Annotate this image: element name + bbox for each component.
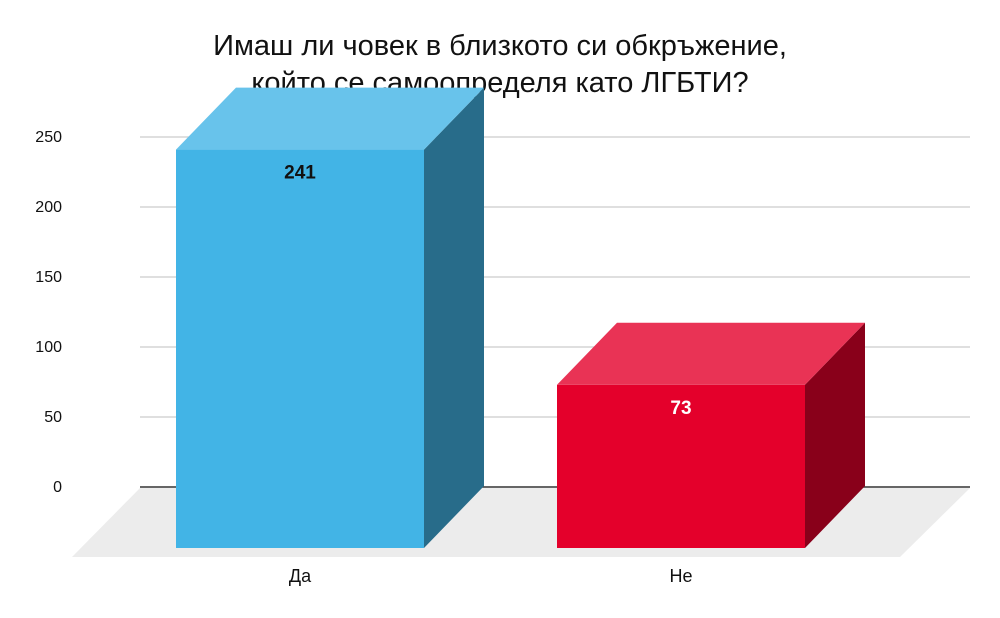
bars: 241 73: [176, 87, 865, 548]
x-tick-label-1: Да: [289, 566, 312, 586]
y-tick-label-200: 200: [35, 199, 62, 216]
x-tick-label-2: Не: [669, 566, 692, 586]
y-tick-label-250: 250: [35, 129, 62, 146]
y-tick-label-0: 0: [53, 479, 62, 496]
x-axis-labels: Да Не: [289, 566, 693, 586]
bar-front-face: [557, 384, 805, 548]
bar-top-face: [176, 87, 484, 150]
bar-top-face: [557, 322, 865, 385]
y-tick-label-100: 100: [35, 339, 62, 356]
bar-front-face: [176, 149, 424, 548]
y-axis-ticks: 0 50 100 150 200 250: [35, 129, 62, 496]
y-tick-label-150: 150: [35, 269, 62, 286]
data-label-2: 73: [670, 398, 691, 419]
bar-2: 73: [557, 322, 865, 548]
bar-1: 241: [176, 87, 484, 548]
chart-title: Имаш ли човек в близкото си обкръжение, …: [200, 28, 800, 102]
data-label-1: 241: [284, 163, 316, 184]
chart-title-line-1: Имаш ли човек в близкото си обкръжение,: [213, 30, 787, 62]
bar-side-face: [424, 87, 484, 548]
bar-side-face: [805, 322, 865, 548]
y-tick-label-50: 50: [44, 409, 62, 426]
